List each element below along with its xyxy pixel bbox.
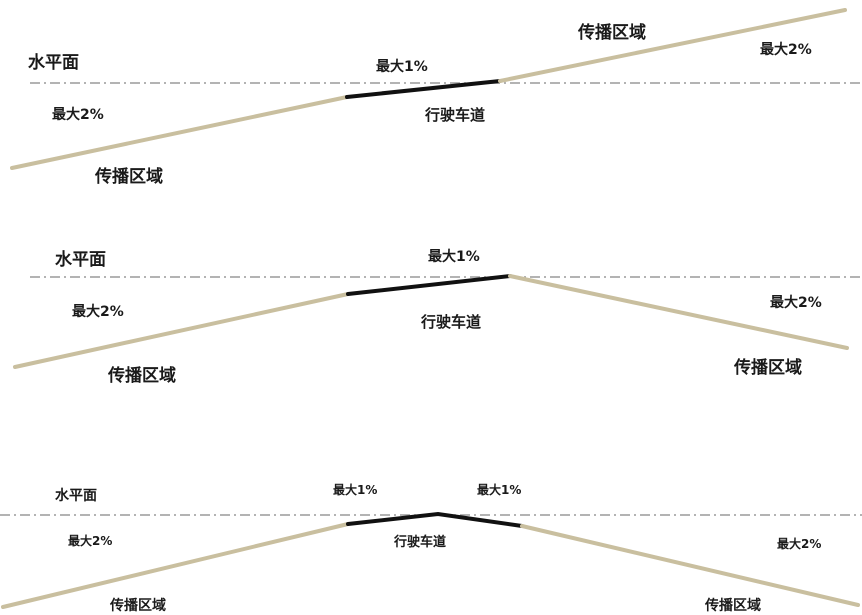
panel-2-left-spread-area: 传播区域 xyxy=(107,365,176,386)
panel-1-right-spread-area: 传播区域 xyxy=(577,22,646,43)
panel-1-right-shoulder-slope: 最大2% xyxy=(760,41,812,58)
panel-3-left-shoulder xyxy=(1,522,350,609)
panel-2-cross-section: 水平面 最大2% 最大1% 行驶车道 最大2% 传播区域 传播区域 xyxy=(13,248,862,386)
panel-1-lane-slope: 最大1% xyxy=(376,58,428,75)
panel-2-right-spread-area: 传播区域 xyxy=(733,357,802,378)
panel-1-right-shoulder xyxy=(498,8,847,83)
panel-2-carriageway-label: 行驶车道 xyxy=(420,313,481,331)
panel-2-right-shoulder-slope: 最大2% xyxy=(770,294,822,311)
panel-3-cross-section: 水平面 最大2% 最大1% 最大1% 行驶车道 最大2% 传播区域 传播区域 xyxy=(0,482,862,614)
panel-1-carriageway-label: 行驶车道 xyxy=(424,106,485,124)
panel-2-carriageway xyxy=(346,274,512,296)
panel-2-right-shoulder xyxy=(508,274,849,350)
panel-2-left-shoulder xyxy=(13,292,350,369)
panel-1-left-spread-area: 传播区域 xyxy=(94,166,163,187)
panel-3-right-shoulder-slope: 最大2% xyxy=(777,536,821,551)
panel-3-left-spread-area: 传播区域 xyxy=(109,597,166,614)
panel-3-right-lane-slope: 最大1% xyxy=(477,482,521,497)
panel-3-carriageway-label: 行驶车道 xyxy=(393,534,446,550)
panel-3-left-lane-slope: 最大1% xyxy=(333,482,377,497)
panel-1-left-shoulder-slope: 最大2% xyxy=(52,106,104,123)
panel-2-horizon-label: 水平面 xyxy=(55,249,106,270)
panel-1-horizon-label: 水平面 xyxy=(28,52,79,73)
panel-1-cross-section: 水平面 最大2% 最大1% 行驶车道 最大2% 传播区域 传播区域 xyxy=(10,8,862,187)
panel-3-horizon-label: 水平面 xyxy=(55,487,97,504)
panel-2-lane-slope: 最大1% xyxy=(428,248,480,265)
panel-1-carriageway xyxy=(345,79,502,99)
panel-3-carriageway xyxy=(346,511,524,528)
panel-3-right-spread-area: 传播区域 xyxy=(704,597,761,614)
panel-1-left-shoulder xyxy=(10,95,349,170)
panel-3-left-shoulder-slope: 最大2% xyxy=(68,533,112,548)
panel-3-right-shoulder xyxy=(520,524,860,607)
panel-2-left-shoulder-slope: 最大2% xyxy=(72,303,124,320)
